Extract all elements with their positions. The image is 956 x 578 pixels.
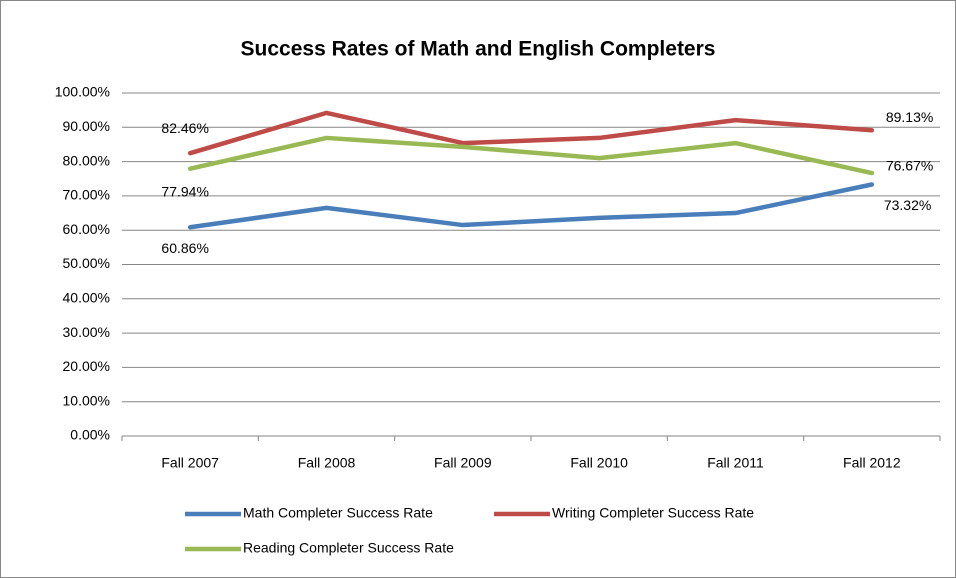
legend-label: Math Completer Success Rate [243, 505, 433, 521]
data-label: 89.13% [886, 109, 933, 125]
y-tick-label: 50.00% [63, 255, 110, 271]
y-tick-label: 0.00% [70, 427, 110, 443]
series-line [187, 110, 875, 156]
x-tick-label: Fall 2007 [161, 455, 219, 471]
x-tick-label: Fall 2010 [570, 455, 628, 471]
y-tick-label: 90.00% [63, 118, 110, 134]
legend-label: Reading Completer Success Rate [243, 540, 454, 556]
x-tick-label: Fall 2008 [298, 455, 356, 471]
series-line [187, 182, 875, 230]
data-label: 76.67% [886, 158, 933, 174]
y-tick-label: 100.00% [55, 84, 110, 100]
y-tick-label: 10.00% [63, 392, 110, 408]
chart-title: Success Rates of Math and English Comple… [241, 38, 716, 61]
y-tick-label: 20.00% [63, 358, 110, 374]
data-label: 73.32% [884, 197, 931, 213]
y-tick-label: 60.00% [63, 221, 110, 237]
y-tick-label: 40.00% [63, 290, 110, 306]
y-tick-label: 70.00% [63, 187, 110, 203]
y-tick-label: 80.00% [63, 152, 110, 168]
data-label: 60.86% [161, 240, 208, 256]
legend-label: Writing Completer Success Rate [552, 505, 754, 521]
data-label: 77.94% [161, 183, 208, 199]
x-tick-label: Fall 2012 [843, 455, 901, 471]
y-tick-label: 30.00% [63, 324, 110, 340]
x-tick-label: Fall 2011 [707, 455, 764, 471]
x-tick-label: Fall 2009 [434, 455, 492, 471]
data-label: 82.46% [161, 120, 208, 136]
series-line [187, 135, 875, 176]
